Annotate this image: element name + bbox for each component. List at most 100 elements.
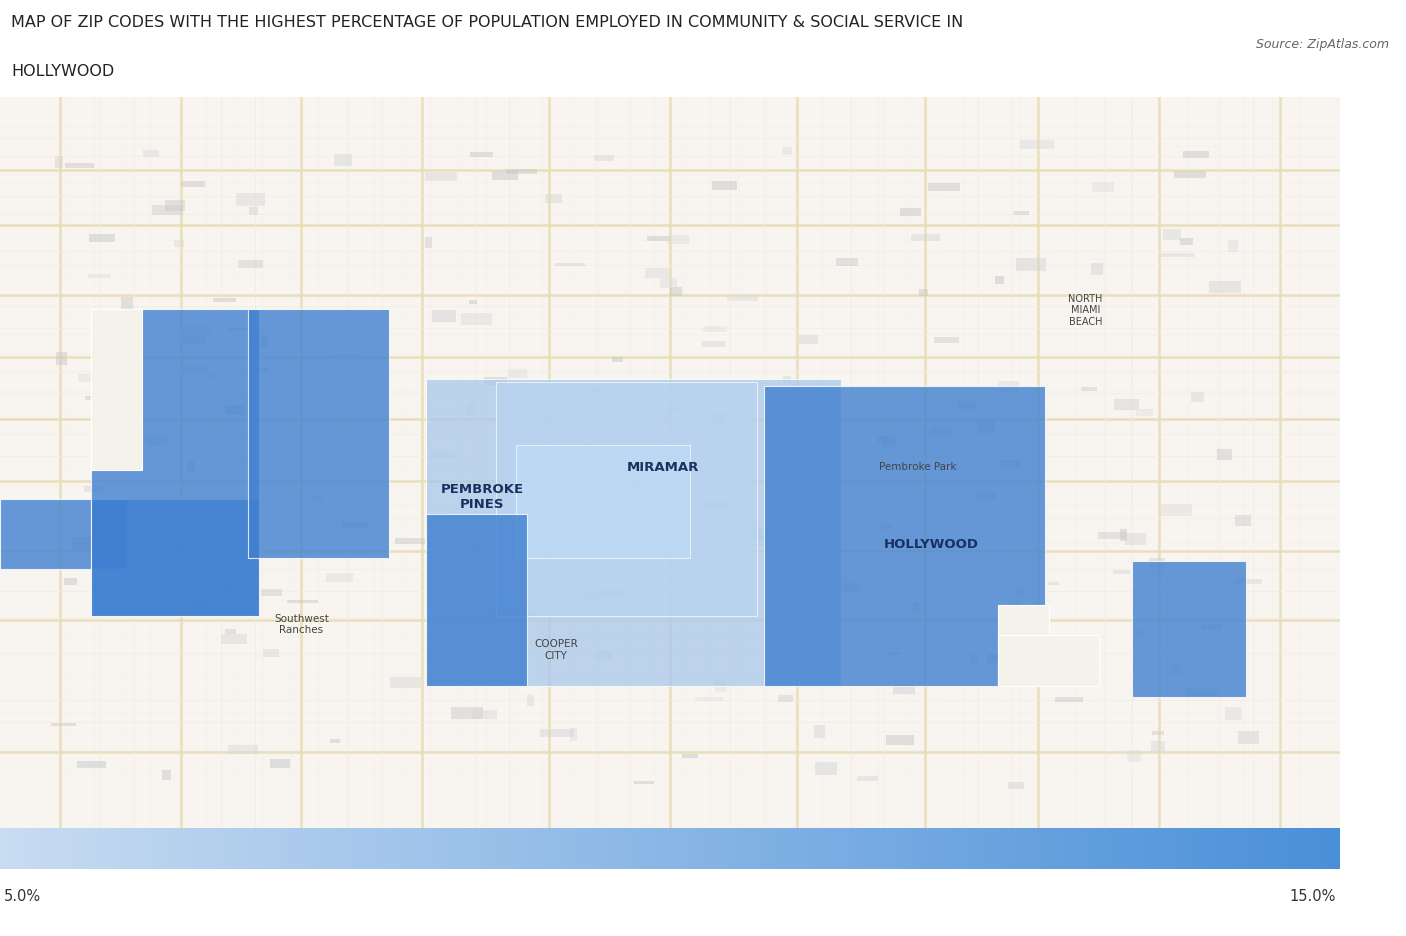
Bar bbox=[596, 651, 613, 659]
Bar bbox=[247, 310, 388, 558]
Bar bbox=[263, 650, 280, 657]
Bar bbox=[1182, 152, 1209, 158]
Bar bbox=[703, 327, 727, 333]
Bar bbox=[467, 404, 475, 417]
Bar bbox=[72, 537, 100, 550]
Bar bbox=[837, 258, 858, 267]
Bar bbox=[998, 635, 1098, 686]
Bar bbox=[162, 770, 172, 780]
Bar bbox=[91, 310, 259, 617]
Bar bbox=[1125, 533, 1146, 545]
Bar bbox=[589, 388, 603, 393]
Bar bbox=[311, 496, 322, 501]
Bar bbox=[671, 288, 682, 297]
Bar bbox=[90, 235, 115, 242]
Bar bbox=[506, 169, 537, 174]
Bar bbox=[332, 355, 359, 360]
Bar bbox=[103, 441, 124, 450]
Text: 15.0%: 15.0% bbox=[1289, 888, 1336, 903]
Bar bbox=[1092, 183, 1114, 193]
Bar bbox=[509, 370, 527, 378]
Bar bbox=[752, 528, 770, 540]
Bar bbox=[65, 164, 94, 168]
Bar bbox=[432, 311, 456, 323]
Bar bbox=[152, 206, 183, 215]
Bar bbox=[1047, 582, 1059, 586]
Bar bbox=[1234, 516, 1251, 527]
Bar bbox=[484, 377, 508, 386]
Bar bbox=[1234, 579, 1263, 585]
Bar bbox=[184, 325, 211, 333]
Bar bbox=[716, 680, 727, 692]
Bar bbox=[472, 710, 496, 719]
Bar bbox=[527, 695, 534, 706]
Bar bbox=[51, 724, 76, 726]
Bar bbox=[773, 669, 782, 682]
Bar bbox=[173, 241, 184, 248]
Bar bbox=[579, 444, 593, 449]
Bar bbox=[492, 603, 522, 608]
Bar bbox=[928, 184, 960, 192]
Bar bbox=[326, 573, 353, 583]
Bar bbox=[799, 335, 818, 344]
Bar bbox=[1017, 259, 1046, 271]
Text: HOLLYWOOD: HOLLYWOOD bbox=[11, 64, 114, 79]
Bar bbox=[1201, 624, 1220, 630]
Bar bbox=[911, 235, 941, 242]
Bar bbox=[145, 436, 167, 446]
Bar bbox=[977, 421, 995, 433]
Bar bbox=[243, 609, 256, 613]
Bar bbox=[987, 654, 1008, 664]
Bar bbox=[229, 329, 253, 332]
Bar bbox=[212, 299, 236, 302]
Bar bbox=[702, 343, 725, 347]
Bar bbox=[1025, 617, 1036, 626]
Bar bbox=[1081, 388, 1097, 391]
Bar bbox=[645, 269, 669, 279]
Bar bbox=[426, 515, 527, 686]
Bar bbox=[1225, 707, 1243, 720]
Bar bbox=[165, 200, 184, 212]
Bar bbox=[225, 406, 246, 416]
Bar bbox=[1163, 229, 1181, 241]
Bar bbox=[256, 369, 269, 373]
Bar bbox=[778, 695, 793, 702]
Bar bbox=[633, 480, 644, 488]
Bar bbox=[756, 535, 789, 548]
Bar bbox=[142, 152, 159, 158]
Bar bbox=[783, 377, 790, 384]
Bar bbox=[1150, 741, 1164, 753]
Bar bbox=[998, 382, 1019, 393]
Bar bbox=[121, 298, 134, 310]
Bar bbox=[1008, 782, 1024, 789]
Bar bbox=[544, 643, 554, 650]
Bar bbox=[555, 263, 585, 267]
Bar bbox=[395, 538, 425, 545]
Bar bbox=[934, 338, 959, 344]
Bar bbox=[889, 652, 900, 655]
Bar bbox=[451, 707, 484, 719]
Bar bbox=[598, 591, 624, 598]
Bar bbox=[711, 414, 725, 425]
Bar bbox=[1014, 212, 1029, 216]
Bar bbox=[187, 461, 195, 474]
Bar bbox=[727, 296, 758, 302]
Bar bbox=[335, 154, 352, 167]
Bar bbox=[430, 513, 451, 519]
Bar bbox=[581, 593, 596, 604]
Bar bbox=[886, 735, 914, 745]
Text: COOPER
CITY: COOPER CITY bbox=[534, 638, 578, 660]
Bar bbox=[491, 611, 515, 618]
Bar bbox=[221, 635, 247, 645]
Bar bbox=[834, 420, 842, 427]
Bar bbox=[65, 578, 77, 585]
Bar bbox=[1114, 400, 1139, 411]
Bar bbox=[1150, 559, 1166, 569]
Bar bbox=[55, 156, 63, 168]
Bar bbox=[79, 374, 93, 383]
Bar bbox=[1056, 697, 1084, 702]
Bar bbox=[389, 677, 422, 688]
Bar bbox=[1098, 533, 1126, 540]
Bar bbox=[225, 629, 236, 634]
Bar bbox=[682, 754, 699, 758]
